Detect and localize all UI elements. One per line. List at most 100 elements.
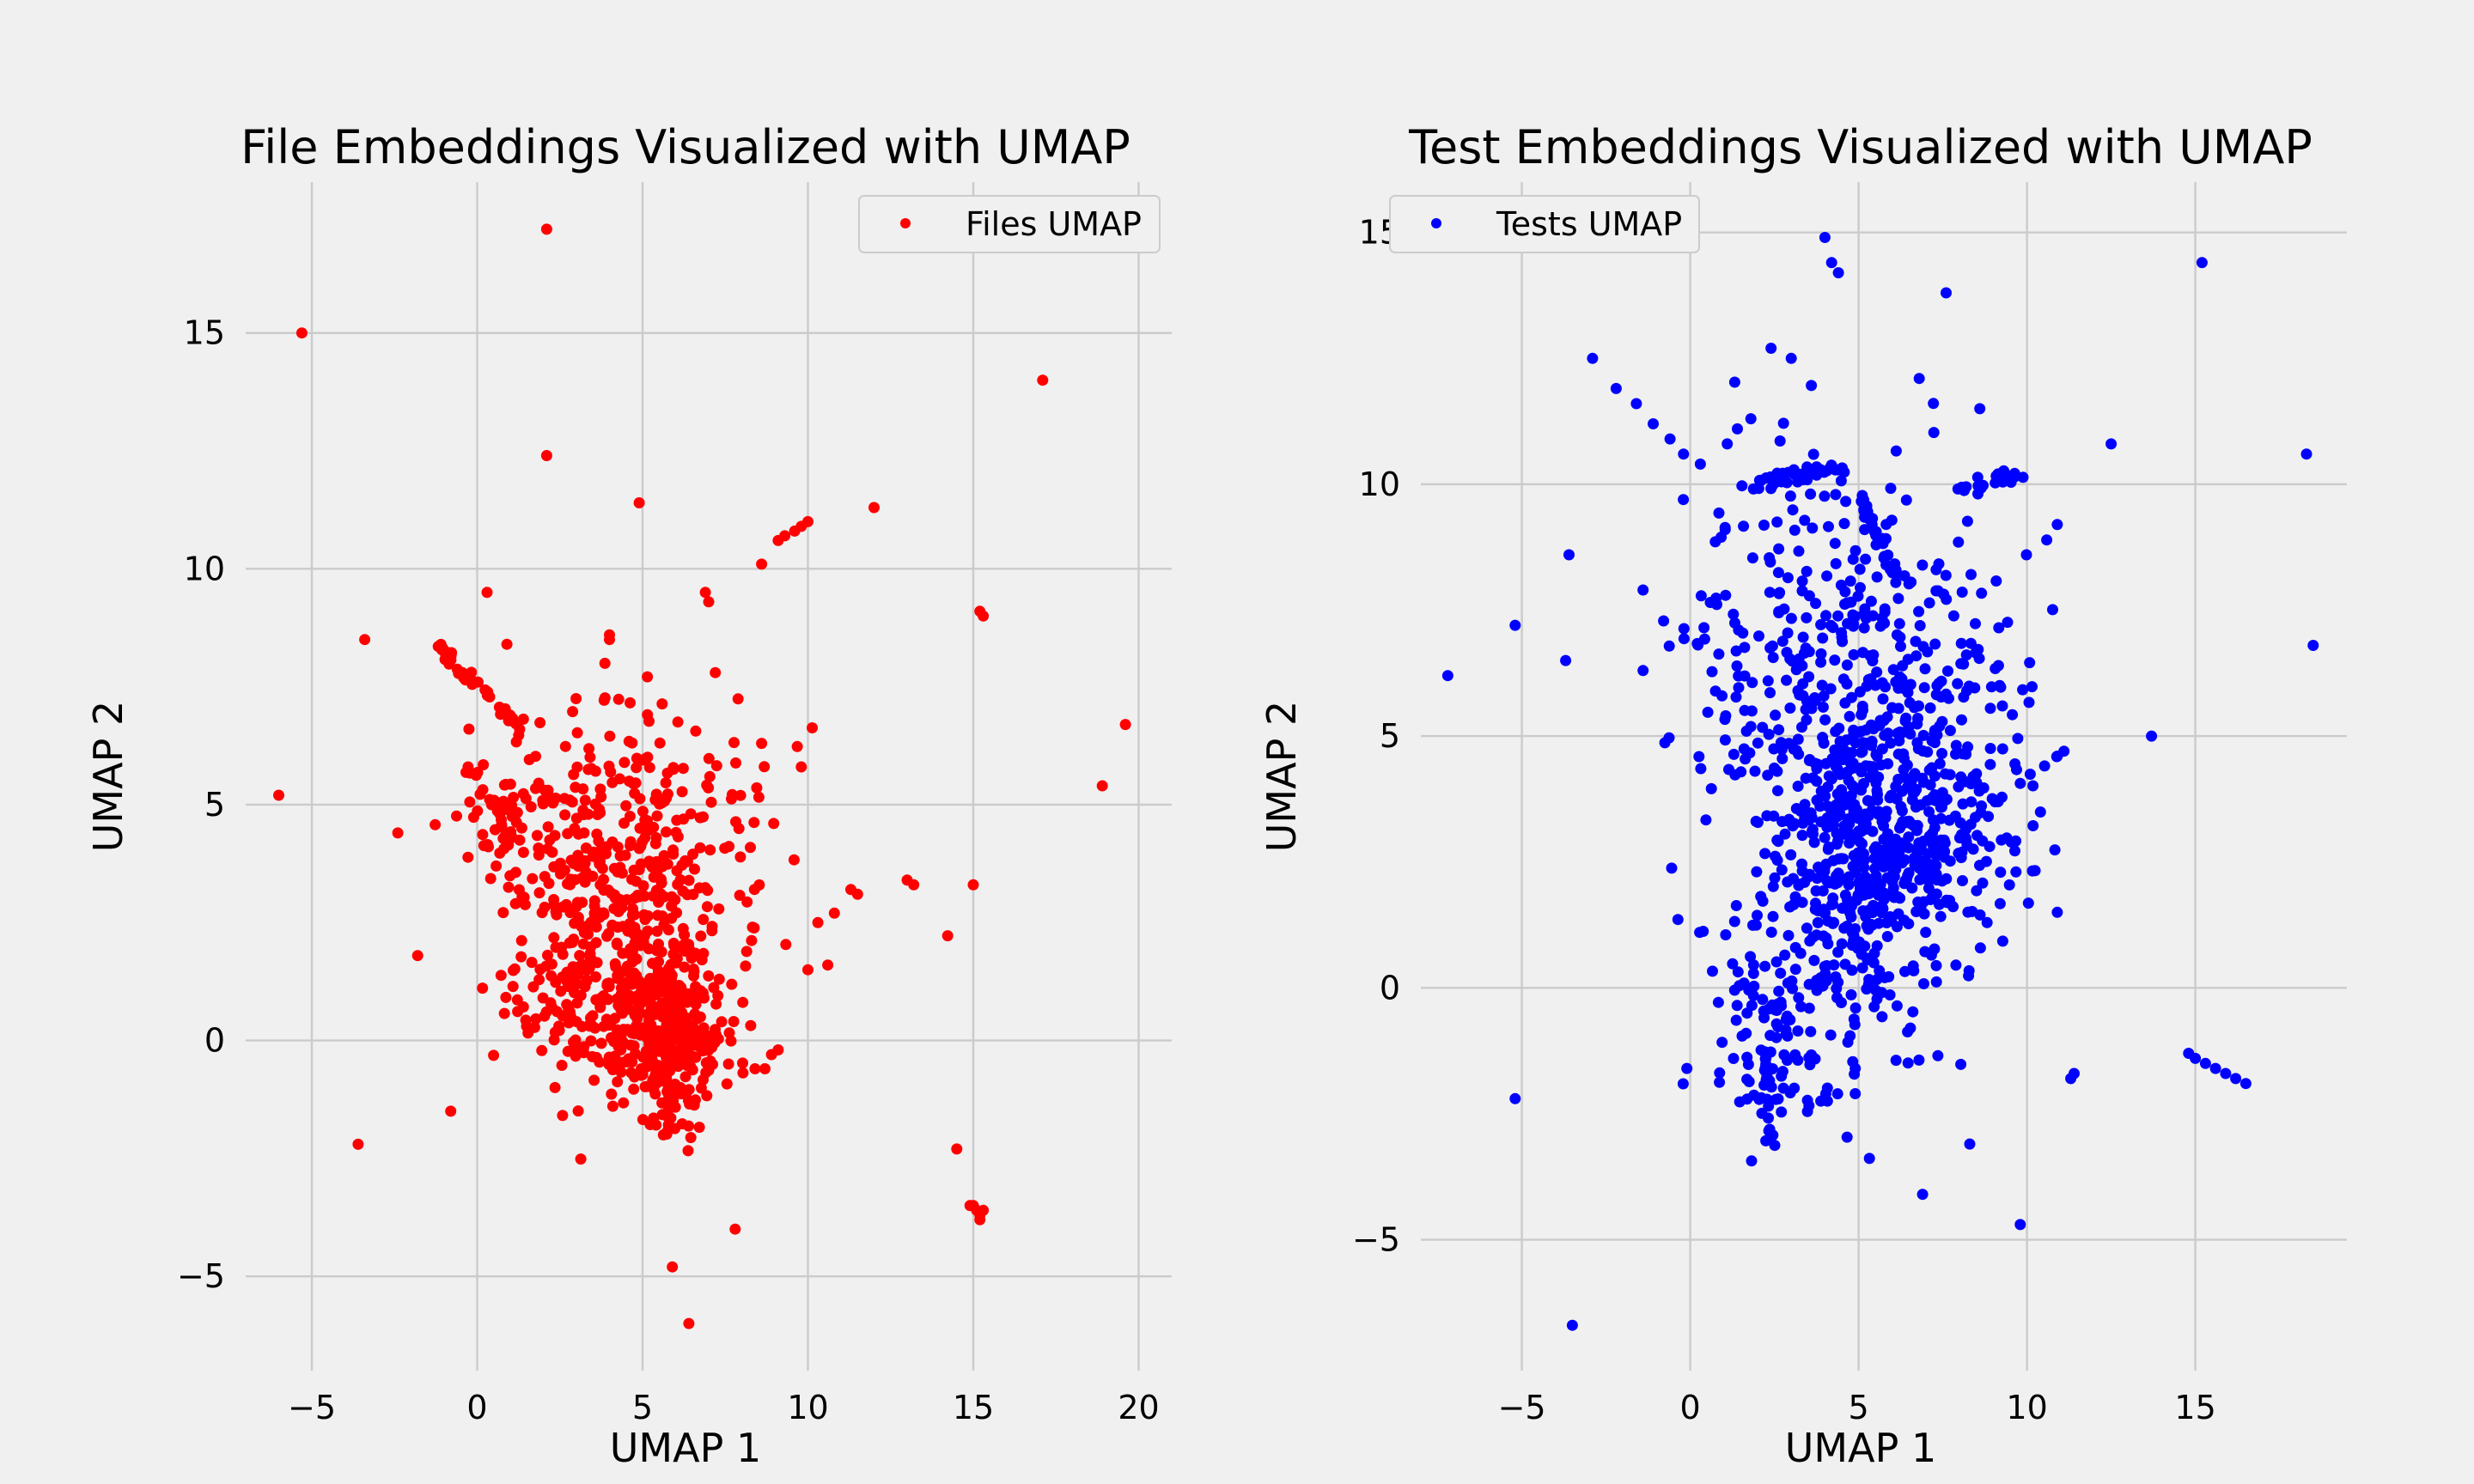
right-data-point xyxy=(1876,1011,1888,1023)
left-data-point xyxy=(621,894,633,906)
left-data-point xyxy=(791,740,803,752)
left-data-point xyxy=(638,930,650,942)
left-data-point xyxy=(494,808,506,820)
left-data-point xyxy=(520,1014,532,1026)
left-data-point xyxy=(515,822,527,834)
right-data-point xyxy=(1835,794,1847,806)
right-data-point xyxy=(1957,875,1968,886)
right-data-point xyxy=(1746,1155,1758,1167)
left-data-point xyxy=(510,718,522,730)
right-data-point xyxy=(1952,483,1964,495)
right-data-point xyxy=(1868,899,1880,911)
right-data-point xyxy=(1916,559,1929,571)
left-x-tick-label: 0 xyxy=(466,1389,487,1426)
right-data-point xyxy=(1976,800,1988,812)
right-data-point xyxy=(1776,864,1788,876)
right-data-point xyxy=(1848,1013,1860,1025)
right-data-point xyxy=(1893,617,1905,629)
left-data-point xyxy=(559,809,571,821)
left-data-point xyxy=(609,1050,621,1062)
right-data-point xyxy=(1695,590,1707,602)
left-data-point xyxy=(663,983,674,995)
left-data-point xyxy=(568,1037,579,1048)
left-data-point xyxy=(721,1078,733,1090)
left-data-point xyxy=(498,1007,510,1019)
right-data-point xyxy=(1920,927,1932,939)
left-data-point xyxy=(556,1060,568,1071)
left-data-point xyxy=(951,1143,963,1155)
right-data-point xyxy=(1997,470,2009,482)
right-data-point xyxy=(1825,619,1837,631)
right-data-point xyxy=(1849,1002,1862,1014)
left-data-point xyxy=(670,826,682,838)
right-data-point xyxy=(1825,257,1837,269)
right-data-point xyxy=(1837,853,1849,865)
left-data-point xyxy=(572,969,584,981)
right-data-point xyxy=(1764,556,1776,568)
right-data-point xyxy=(1984,758,1996,770)
left-data-point xyxy=(581,974,593,986)
right-data-point xyxy=(1806,812,1818,824)
left-data-point xyxy=(745,1019,757,1031)
left-data-point xyxy=(683,1084,695,1096)
left-data-point xyxy=(618,1097,630,1109)
left-data-point xyxy=(548,899,560,911)
right-data-point xyxy=(1793,879,1805,891)
right-data-point xyxy=(2005,477,2017,488)
right-data-point xyxy=(1825,683,1837,695)
right-data-point xyxy=(2047,604,2058,616)
right-data-point xyxy=(1771,834,1783,846)
left-data-point xyxy=(654,1045,665,1057)
right-y-axis-label: UMAP 2 xyxy=(1258,701,1305,852)
right-data-point xyxy=(1847,620,1859,632)
left-data-point xyxy=(705,796,717,808)
left-data-point xyxy=(464,796,476,808)
left-data-point xyxy=(706,1042,718,1054)
right-data-point xyxy=(1832,267,1844,279)
right-data-point xyxy=(1892,908,1904,920)
right-x-tick-label: 5 xyxy=(1849,1389,1869,1426)
left-data-point xyxy=(537,992,549,1004)
right-data-point xyxy=(1721,438,1734,450)
left-data-point xyxy=(713,903,725,915)
right-data-point xyxy=(1775,996,1787,1008)
right-data-point xyxy=(1971,885,1983,897)
right-data-point xyxy=(1963,970,1975,982)
right-data-point xyxy=(1815,648,1827,660)
right-data-point xyxy=(1771,855,1783,867)
left-data-point xyxy=(572,1105,584,1117)
left-data-point xyxy=(599,657,611,669)
right-data-point xyxy=(1863,888,1875,900)
right-data-point xyxy=(1789,891,1801,903)
left-data-point xyxy=(616,902,628,914)
right-data-point xyxy=(1779,828,1791,840)
left-data-point xyxy=(708,982,720,994)
left-data-point xyxy=(658,849,670,861)
left-data-point xyxy=(967,879,979,891)
right-data-point xyxy=(1926,762,1938,774)
right-data-point xyxy=(1765,927,1777,938)
left-data-point xyxy=(639,753,651,765)
left-data-point xyxy=(612,972,624,984)
left-data-point xyxy=(643,762,655,774)
right-data-point xyxy=(1648,418,1659,429)
right-data-point xyxy=(1882,836,1894,848)
right-data-point xyxy=(1847,861,1859,873)
right-data-point xyxy=(1965,796,1977,808)
left-data-point xyxy=(626,909,638,921)
left-data-point xyxy=(594,1056,606,1068)
right-data-point xyxy=(1796,858,1807,870)
left-data-point xyxy=(542,821,554,833)
left-data-point xyxy=(631,875,643,887)
right-data-point xyxy=(1787,504,1799,516)
right-data-point xyxy=(1677,1078,1689,1090)
left-data-point xyxy=(514,834,526,846)
left-y-tick-label: −5 xyxy=(177,1257,225,1295)
right-data-point xyxy=(1698,622,1710,634)
right-data-point xyxy=(1678,448,1690,460)
left-data-point xyxy=(633,864,645,876)
right-data-point xyxy=(1928,427,1940,439)
right-data-point xyxy=(1782,1030,1794,1042)
left-data-point xyxy=(501,638,513,650)
left-x-tick-label: 5 xyxy=(632,1389,653,1426)
